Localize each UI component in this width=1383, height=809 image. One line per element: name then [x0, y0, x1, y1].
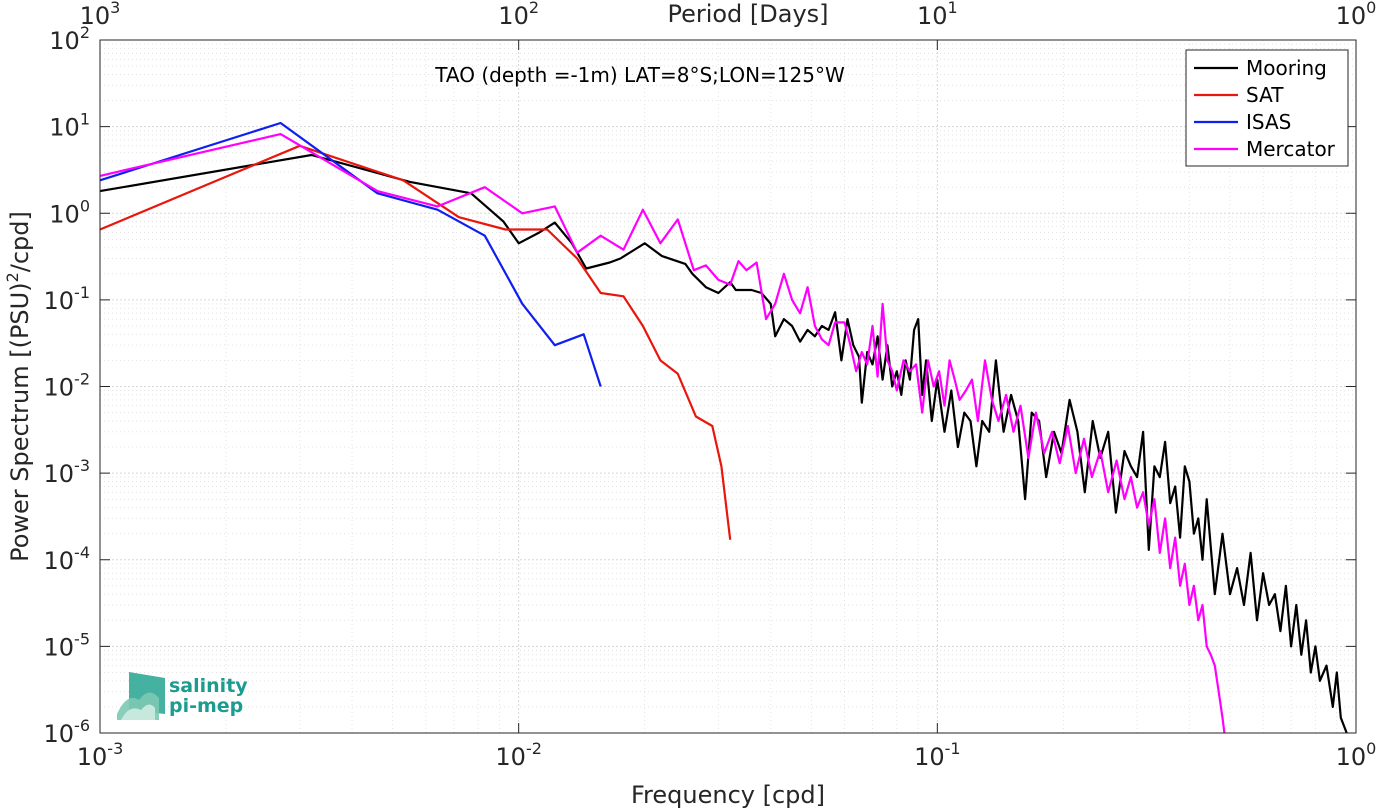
legend: Mooring SAT ISAS Mercator [1185, 49, 1349, 167]
legend-label-mercator: Mercator [1246, 137, 1336, 161]
y-tick-label: 100 [49, 196, 90, 228]
series-line-mercator [99, 133, 1226, 734]
legend-label-isas: ISAS [1246, 110, 1291, 134]
series-line-mooring [99, 153, 1348, 734]
y-axis-label-tail: /cpd] [6, 211, 34, 272]
y-tick-label: 10-5 [44, 629, 91, 661]
y-tick-label: 101 [49, 110, 90, 142]
x-tick-label: 10-1 [914, 739, 961, 771]
logo-text-line2: pi-mep [169, 695, 243, 717]
series-line-isas [99, 121, 602, 387]
logo-text-line1: salinity [169, 675, 248, 697]
y-tick-label: 10-4 [44, 543, 91, 575]
y-tick-label: 102 [49, 23, 90, 55]
y-axis-label-main: Power Spectrum [(PSU) [6, 282, 34, 561]
x-tick-label: 100 [1336, 739, 1377, 771]
chart-annotation: TAO (depth =-1m) LAT=8°S;LON=125°W [434, 63, 845, 87]
x-tick-label: 10-2 [495, 739, 542, 771]
y-tick-label: 10-1 [44, 283, 91, 315]
legend-label-sat: SAT [1246, 83, 1284, 107]
y-tick-label: 10-2 [44, 370, 91, 402]
salinity-pi-mep-logo: salinity pi-mep [117, 672, 248, 720]
top-tick-label: 103 [80, 0, 121, 30]
top-axis-label: Period [Days] [667, 0, 828, 28]
y-tick-label: 10-3 [44, 456, 91, 488]
top-tick-label: 100 [1336, 0, 1377, 30]
top-tick-label: 101 [917, 0, 958, 30]
legend-label-mooring: Mooring [1246, 56, 1327, 80]
y-tick-label: 10-6 [44, 716, 91, 748]
x-axis-label: Frequency [cpd] [631, 781, 825, 809]
logo-wave-light-icon [121, 704, 155, 720]
y-axis-label-superscript: 2 [3, 272, 22, 282]
y-axis-label: Power Spectrum [(PSU)2/cpd] [3, 211, 34, 562]
data-series [99, 121, 1348, 734]
x-tick-label: 10-3 [77, 739, 124, 771]
legend-box [1185, 49, 1349, 167]
top-tick-label: 102 [498, 0, 539, 30]
